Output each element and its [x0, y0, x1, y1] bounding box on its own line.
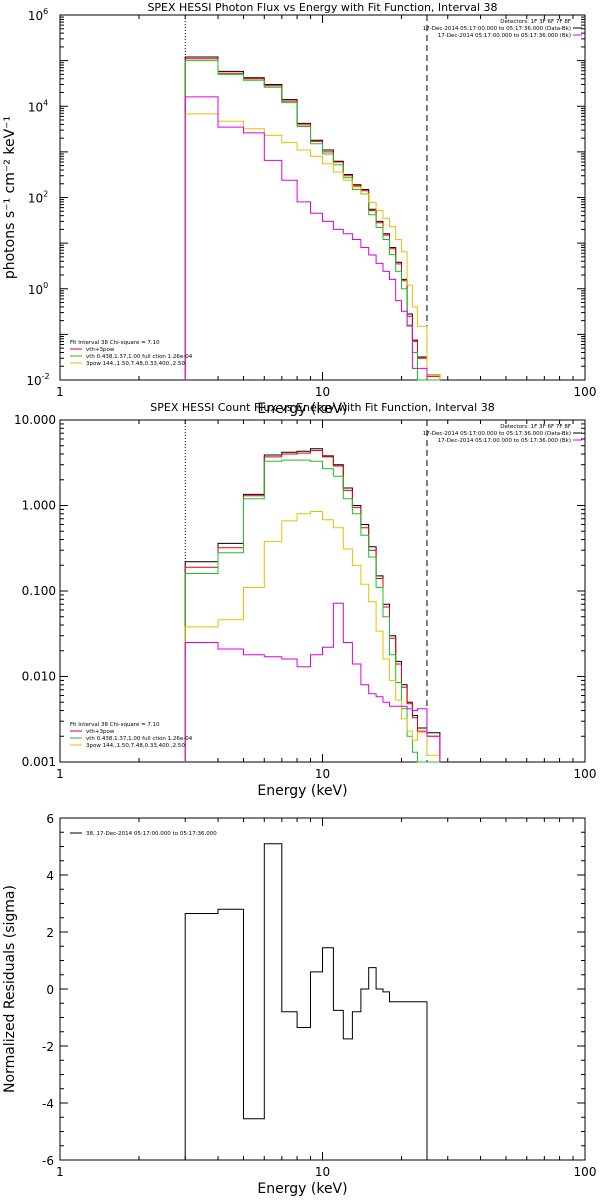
plot-frame-0 [59, 14, 586, 381]
legend-text-residual: 38, 17-Dec-2014 05:17:00.000 to 05:17:36… [86, 831, 217, 837]
y-tick-label-1: 0.100 [22, 584, 56, 598]
x-axis-label-2: Energy (keV) [257, 1181, 347, 1197]
y-tick-label-2: 2 [46, 926, 54, 940]
y-tick-label-2: -6 [42, 1154, 54, 1168]
series-line-2-0 [184, 843, 428, 1160]
y-tick-label-2: 4 [46, 869, 54, 883]
plot-frame-1 [59, 419, 586, 763]
legend-top-text-0: 17-Dec-2014 05:17:00.000 to 05:17:36.000… [423, 26, 571, 32]
legend-bottom-text-1: vth 0.438,1.37,1.00 full ction 1.26e-04 [86, 736, 193, 742]
legend-top-text-0: Detectors: 1F 3F 6F 7F 8F [500, 19, 571, 25]
series-line-1-3 [184, 511, 441, 762]
y-tick-label-2: 6 [46, 812, 54, 826]
legend-top-text-1: 17-Dec-2014 05:17:00.000 to 05:17:36.000… [423, 431, 571, 437]
legend-bottom-text-0: 3pow 144.,1.50,7.48,0.33,400.,2.50 [86, 361, 185, 367]
legend-bottom-text-0: vth+3pow [86, 347, 115, 353]
y-tick-label-0: 100 [28, 281, 48, 297]
x-axis-label-0: Energy (keV) [257, 401, 347, 417]
series-line-0-1 [184, 58, 441, 380]
y-tick-label-1: 0.001 [22, 755, 56, 769]
x-tick-label-1: 100 [574, 767, 597, 781]
x-axis-label-1: Energy (keV) [257, 783, 347, 799]
x-tick-label-2: 10 [315, 1165, 330, 1179]
y-tick-label-2: 0 [46, 983, 54, 997]
chart-title-0: SPEX HESSI Photon Flux vs Energy with Fi… [147, 1, 497, 14]
y-tick-label-2: -4 [42, 1097, 54, 1111]
legend-bottom-text-0: Fit Interval 38 Chi-square = 7.10 [70, 340, 160, 346]
y-tick-label-1: 0.010 [22, 670, 56, 684]
y-tick-label-0: 102 [28, 190, 48, 206]
legend-top-text-1: Detectors: 1F 3F 6F 7F 8F [500, 424, 571, 430]
legend-top-text-0: 17-Dec-2014 05:17:00.000 to 05:17:36.000… [438, 33, 571, 39]
x-tick-label-2: 1 [56, 1165, 64, 1179]
series-line-0-0 [184, 56, 441, 380]
series-line-0-4 [184, 96, 428, 380]
series-line-1-4 [184, 602, 441, 762]
y-tick-label-0: 104 [28, 98, 48, 114]
legend-top-text-1: 17-Dec-2014 05:17:00.000 to 05:17:36.000… [438, 438, 571, 444]
y-tick-label-1: 1.000 [22, 499, 56, 513]
x-tick-label-1: 1 [56, 767, 64, 781]
x-tick-label-0: 10 [315, 385, 330, 399]
chart-title-1: SPEX HESSI Count Flux vs Energy with Fit… [150, 401, 494, 414]
legend-bottom-text-1: 3pow 144.,1.50,7.48,0.33,400.,2.50 [86, 743, 185, 749]
legend-bottom-text-1: Fit Interval 38 Chi-square = 7.10 [70, 722, 160, 728]
series-line-0-3 [184, 113, 441, 380]
x-tick-label-0: 1 [56, 385, 64, 399]
series-line-0-2 [184, 60, 440, 381]
y-tick-label-0: 10-2 [26, 372, 49, 388]
plot-frame-2 [59, 817, 586, 1161]
legend-bottom-text-0: vth 0.438,1.37,1.00 full ction 1.26e-04 [86, 354, 193, 360]
x-tick-label-0: 100 [574, 385, 597, 399]
y-tick-label-2: -2 [42, 1040, 54, 1054]
y-axis-label-2: Normalized Residuals (sigma) [2, 885, 18, 1093]
x-tick-label-2: 100 [574, 1165, 597, 1179]
y-axis-label-0: photons s⁻¹ cm⁻² keV⁻¹ [2, 116, 18, 279]
legend-bottom-text-1: vth+3pow [86, 729, 115, 735]
y-tick-label-1: 10.000 [14, 413, 56, 427]
y-tick-label-0: 106 [28, 7, 48, 23]
x-tick-label-1: 10 [315, 767, 330, 781]
